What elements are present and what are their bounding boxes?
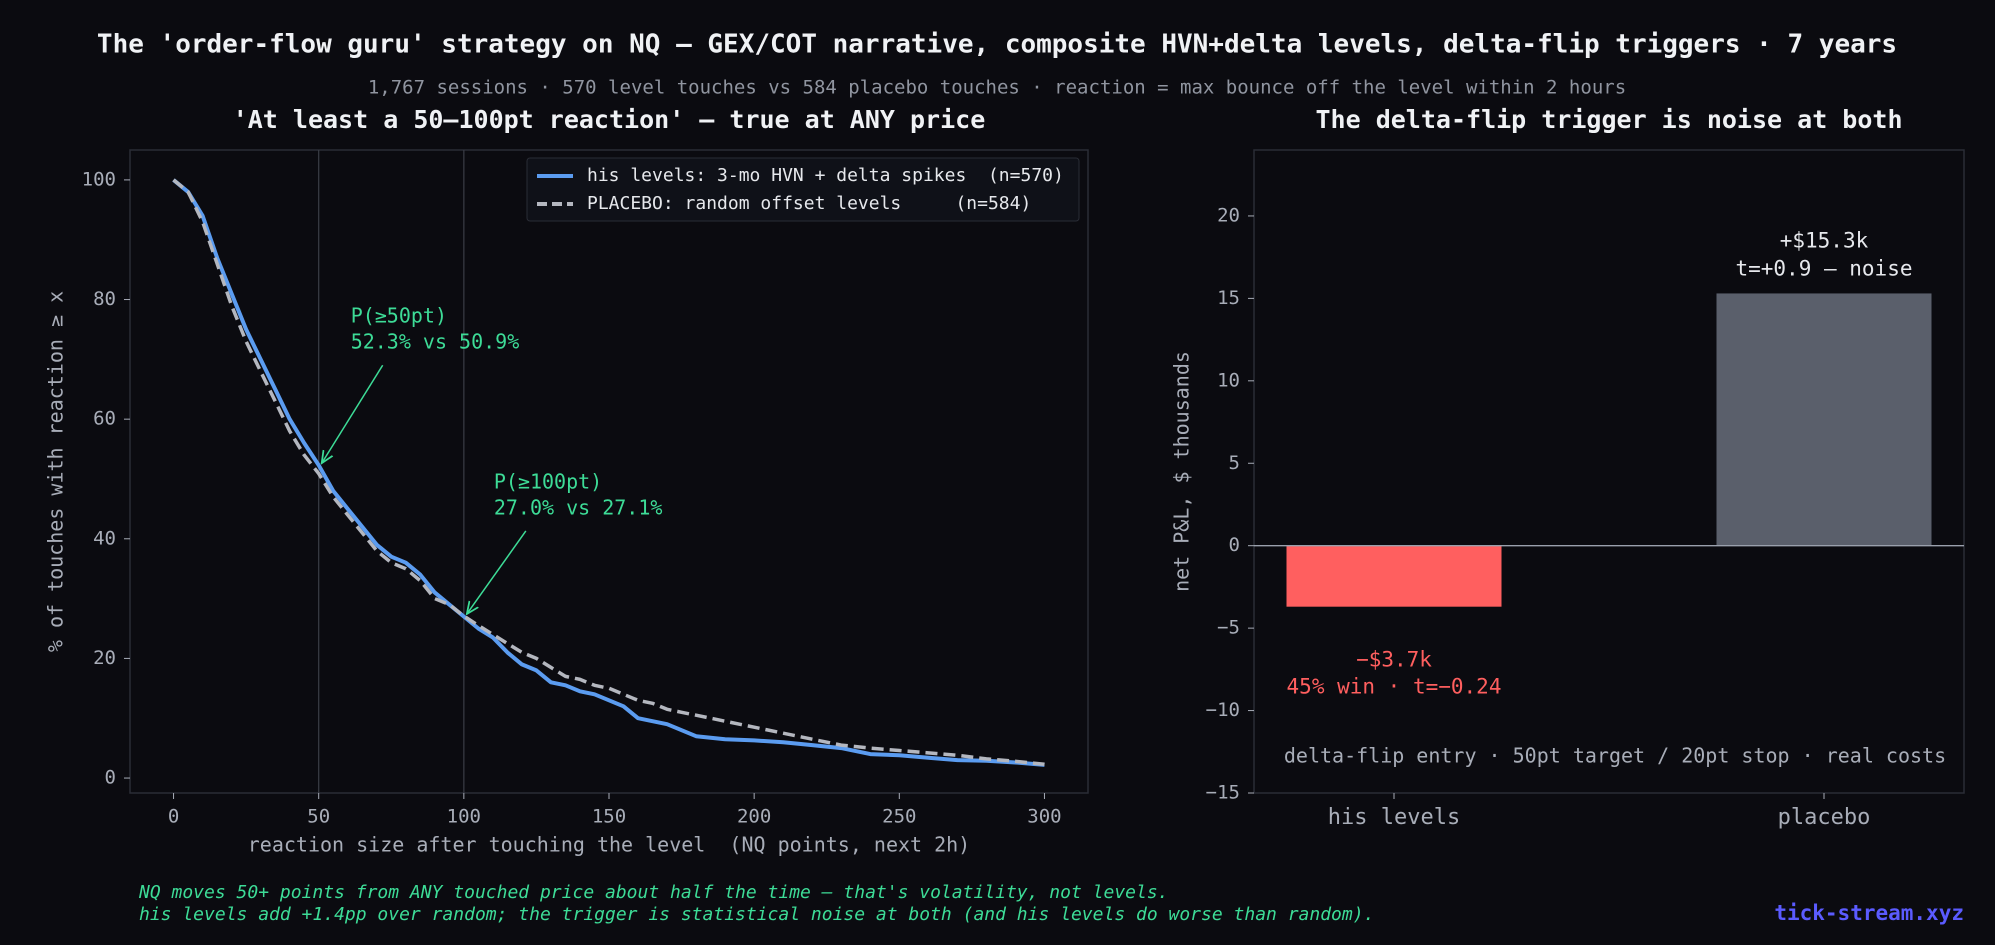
legend-box [526, 157, 1080, 222]
y-tick-label: 20 [93, 647, 116, 669]
y-tick-label: −10 [1206, 699, 1240, 721]
bar-note: t=+0.9 — noise [1735, 256, 1912, 280]
brand: tick-stream.xyz [1774, 901, 1964, 925]
bar [1716, 293, 1932, 546]
caption: delta-flip entry · 50pt target / 20pt st… [1284, 744, 1946, 768]
x-tick-label: 250 [882, 806, 916, 828]
y-tick-label: 60 [93, 408, 116, 430]
x-tick-label: 200 [737, 806, 771, 828]
y-tick-label: 40 [93, 527, 116, 549]
y-tick-label: −15 [1206, 782, 1240, 804]
legend-label: PLACEBO: random offset levels (n=584) [587, 193, 1031, 214]
y-tick-label: 20 [1217, 204, 1240, 226]
y-axis-label: net P&L, $ thousands [1170, 351, 1194, 592]
footnote: his levels add +1.4pp over random; the t… [139, 904, 1374, 925]
series-line [172, 178, 1045, 767]
x-tick-label: 150 [592, 806, 626, 828]
x-tick-label: his levels [1328, 805, 1460, 830]
axes-title: 'At least a 50–100pt reaction' — true at… [233, 105, 986, 134]
y-tick-label: 0 [105, 767, 116, 789]
axes-title: The delta-flip trigger is noise at both [1316, 105, 1903, 134]
x-tick-label: 0 [168, 806, 179, 828]
x-axis-label: reaction size after touching the level (… [248, 833, 970, 857]
y-tick-label: 100 [82, 168, 116, 190]
legend-label: his levels: 3-mo HVN + delta spikes (n=5… [587, 165, 1064, 186]
series-line [172, 178, 1045, 767]
annotation-arrow [322, 364, 384, 463]
value-label: +$15.3k [1780, 228, 1869, 252]
y-axis-label: % of touches with reaction ≥ x [44, 291, 68, 652]
bar [1286, 545, 1502, 607]
annotation-text: 52.3% vs 50.9% [351, 330, 520, 354]
title: The 'order-flow guru' strategy on NQ — G… [97, 30, 1897, 60]
bar-note: 45% win · t=−0.24 [1287, 675, 1502, 699]
value-label: −$3.7k [1356, 648, 1432, 672]
y-tick-label: −5 [1217, 617, 1240, 639]
axes-frame [129, 149, 1089, 794]
x-tick-label: placebo [1778, 805, 1871, 830]
axes-frame [1253, 149, 1965, 794]
y-tick-label: 10 [1217, 369, 1240, 391]
x-tick-label: 300 [1027, 806, 1061, 828]
y-tick-label: 80 [93, 288, 116, 310]
y-tick-label: 15 [1217, 287, 1240, 309]
y-tick-label: 5 [1229, 452, 1240, 474]
x-tick-label: 100 [447, 806, 481, 828]
annotation-text: 27.0% vs 27.1% [494, 495, 663, 519]
annotation-text: P(≥50pt) [351, 304, 447, 328]
x-tick-label: 50 [307, 806, 330, 828]
subtitle: 1,767 sessions · 570 level touches vs 58… [368, 77, 1626, 99]
y-tick-label: 0 [1229, 534, 1240, 556]
footnote: NQ moves 50+ points from ANY touched pri… [138, 882, 1169, 903]
annotation-text: P(≥100pt) [494, 469, 602, 493]
annotation-arrow [467, 530, 527, 614]
